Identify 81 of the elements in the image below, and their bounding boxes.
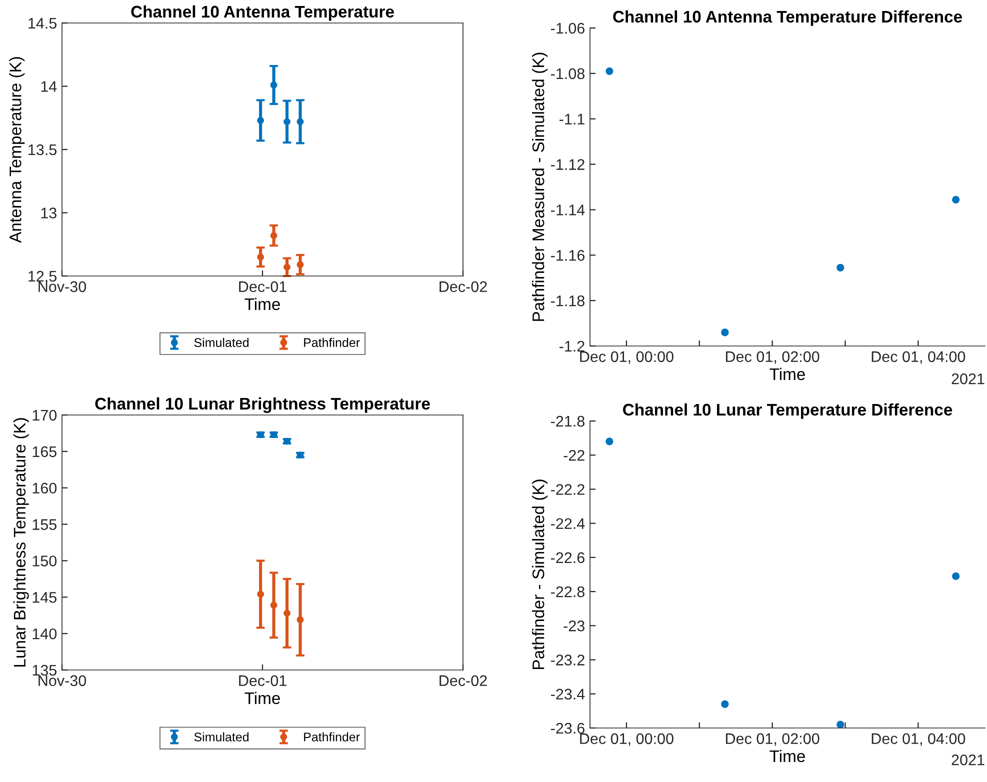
y-tick-label: 14 (41, 81, 57, 92)
text: 2021 (952, 373, 984, 384)
y-tick-label: -23.6 (551, 722, 584, 734)
y-tick-label: 165 (32, 446, 56, 458)
y-tick-label: -1.12 (551, 159, 584, 170)
point (257, 590, 264, 598)
y-tick-label: -22.8 (551, 586, 584, 598)
point (284, 610, 290, 617)
text: 2021 (952, 754, 984, 766)
chart-title: Channel 10 Lunar Brightness Temperature (95, 397, 430, 413)
point (257, 116, 264, 124)
legend-label: Pathfinder (304, 338, 360, 348)
y-tick-label: -23.2 (551, 654, 584, 666)
point (284, 264, 290, 271)
y-tick-label: -22.6 (551, 552, 584, 564)
x-tick-label: Dec 01, 02:00 (726, 733, 820, 746)
y-tick-label: 12.5 (28, 270, 56, 282)
y-tick-label: -1.2 (559, 340, 584, 352)
x-tick-label: Dec 01, 00:00 (580, 733, 674, 746)
chart-title: Channel 10 Lunar Temperature Difference (623, 403, 952, 419)
y-tick-label: -22.2 (551, 484, 584, 495)
chart-title: Channel 10 Antenna Temperature (131, 5, 394, 21)
y-tick-label: 150 (32, 556, 57, 566)
y-tick-label: -1.18 (551, 295, 584, 306)
legend-label: Pathfinder (304, 732, 360, 742)
y-tick-label: -23.4 (551, 688, 585, 700)
x-tick-label: Dec-01 (239, 675, 286, 686)
x-tick-label: Dec 01, 04:00 (872, 351, 966, 364)
y-tick-label: -22.4 (551, 518, 585, 529)
y-axis-title: Pathfinder - Simulated (K) (532, 480, 548, 669)
point (952, 196, 960, 204)
point (836, 720, 844, 728)
point (296, 616, 304, 624)
point (296, 118, 304, 126)
y-axis-title: Lunar Brightness Temperature (K) (13, 418, 29, 666)
y-tick-label: 155 (32, 519, 56, 530)
legend-label: Simulated (194, 732, 248, 742)
y-tick-label: 170 (32, 410, 57, 421)
point (270, 232, 278, 239)
point (606, 438, 614, 446)
y-tick-label: -1.1 (559, 114, 584, 124)
point (606, 67, 614, 75)
y-tick-label: -22 (564, 450, 584, 461)
y-tick-label: -23 (564, 620, 584, 632)
y-tick-label: 145 (32, 592, 56, 603)
y-tick-label: 135 (32, 664, 56, 676)
x-axis-title: Time (244, 692, 280, 704)
y-axis-title: Antenna Temperature (K) (9, 57, 25, 243)
point (257, 254, 264, 260)
point (270, 82, 278, 88)
y-axis-title: Pathfinder Measured - Simulated (K) (532, 52, 548, 321)
point (721, 700, 729, 708)
x-tick-label: Dec-02 (440, 675, 487, 686)
y-tick-label: -1.06 (551, 22, 584, 34)
point (836, 264, 844, 272)
legend-label: Simulated (194, 338, 248, 348)
x-tick-label: Dec 01, 00:00 (580, 351, 674, 364)
y-tick-label: -1.08 (551, 68, 584, 80)
chart-title: Channel 10 Antenna Temperature Difference (613, 10, 962, 26)
x-axis-title: Time (770, 750, 805, 762)
y-tick-label: -21.8 (551, 416, 584, 427)
y-tick-label: 140 (32, 628, 57, 640)
y-tick-label: 14.5 (28, 18, 56, 29)
x-tick-label: Nov-30 (38, 675, 86, 686)
point (270, 602, 278, 609)
x-tick-label: Nov-30 (38, 281, 86, 292)
y-tick-label: 160 (32, 482, 57, 494)
point (296, 261, 304, 268)
y-tick-label: 13 (41, 208, 56, 218)
x-tick-label: Dec-02 (440, 281, 487, 292)
x-tick-label: Dec 01, 04:00 (872, 733, 966, 746)
y-tick-label: 13.5 (28, 144, 56, 156)
point (284, 118, 290, 126)
y-tick-label: -1.14 (551, 204, 585, 216)
point (721, 328, 729, 336)
x-axis-title: Time (770, 368, 805, 380)
x-tick-label: Dec 01, 02:00 (726, 351, 820, 364)
x-axis-title: Time (244, 298, 280, 310)
x-tick-label: Dec-01 (239, 281, 286, 292)
point (952, 572, 960, 580)
y-tick-label: -1.16 (551, 250, 584, 261)
